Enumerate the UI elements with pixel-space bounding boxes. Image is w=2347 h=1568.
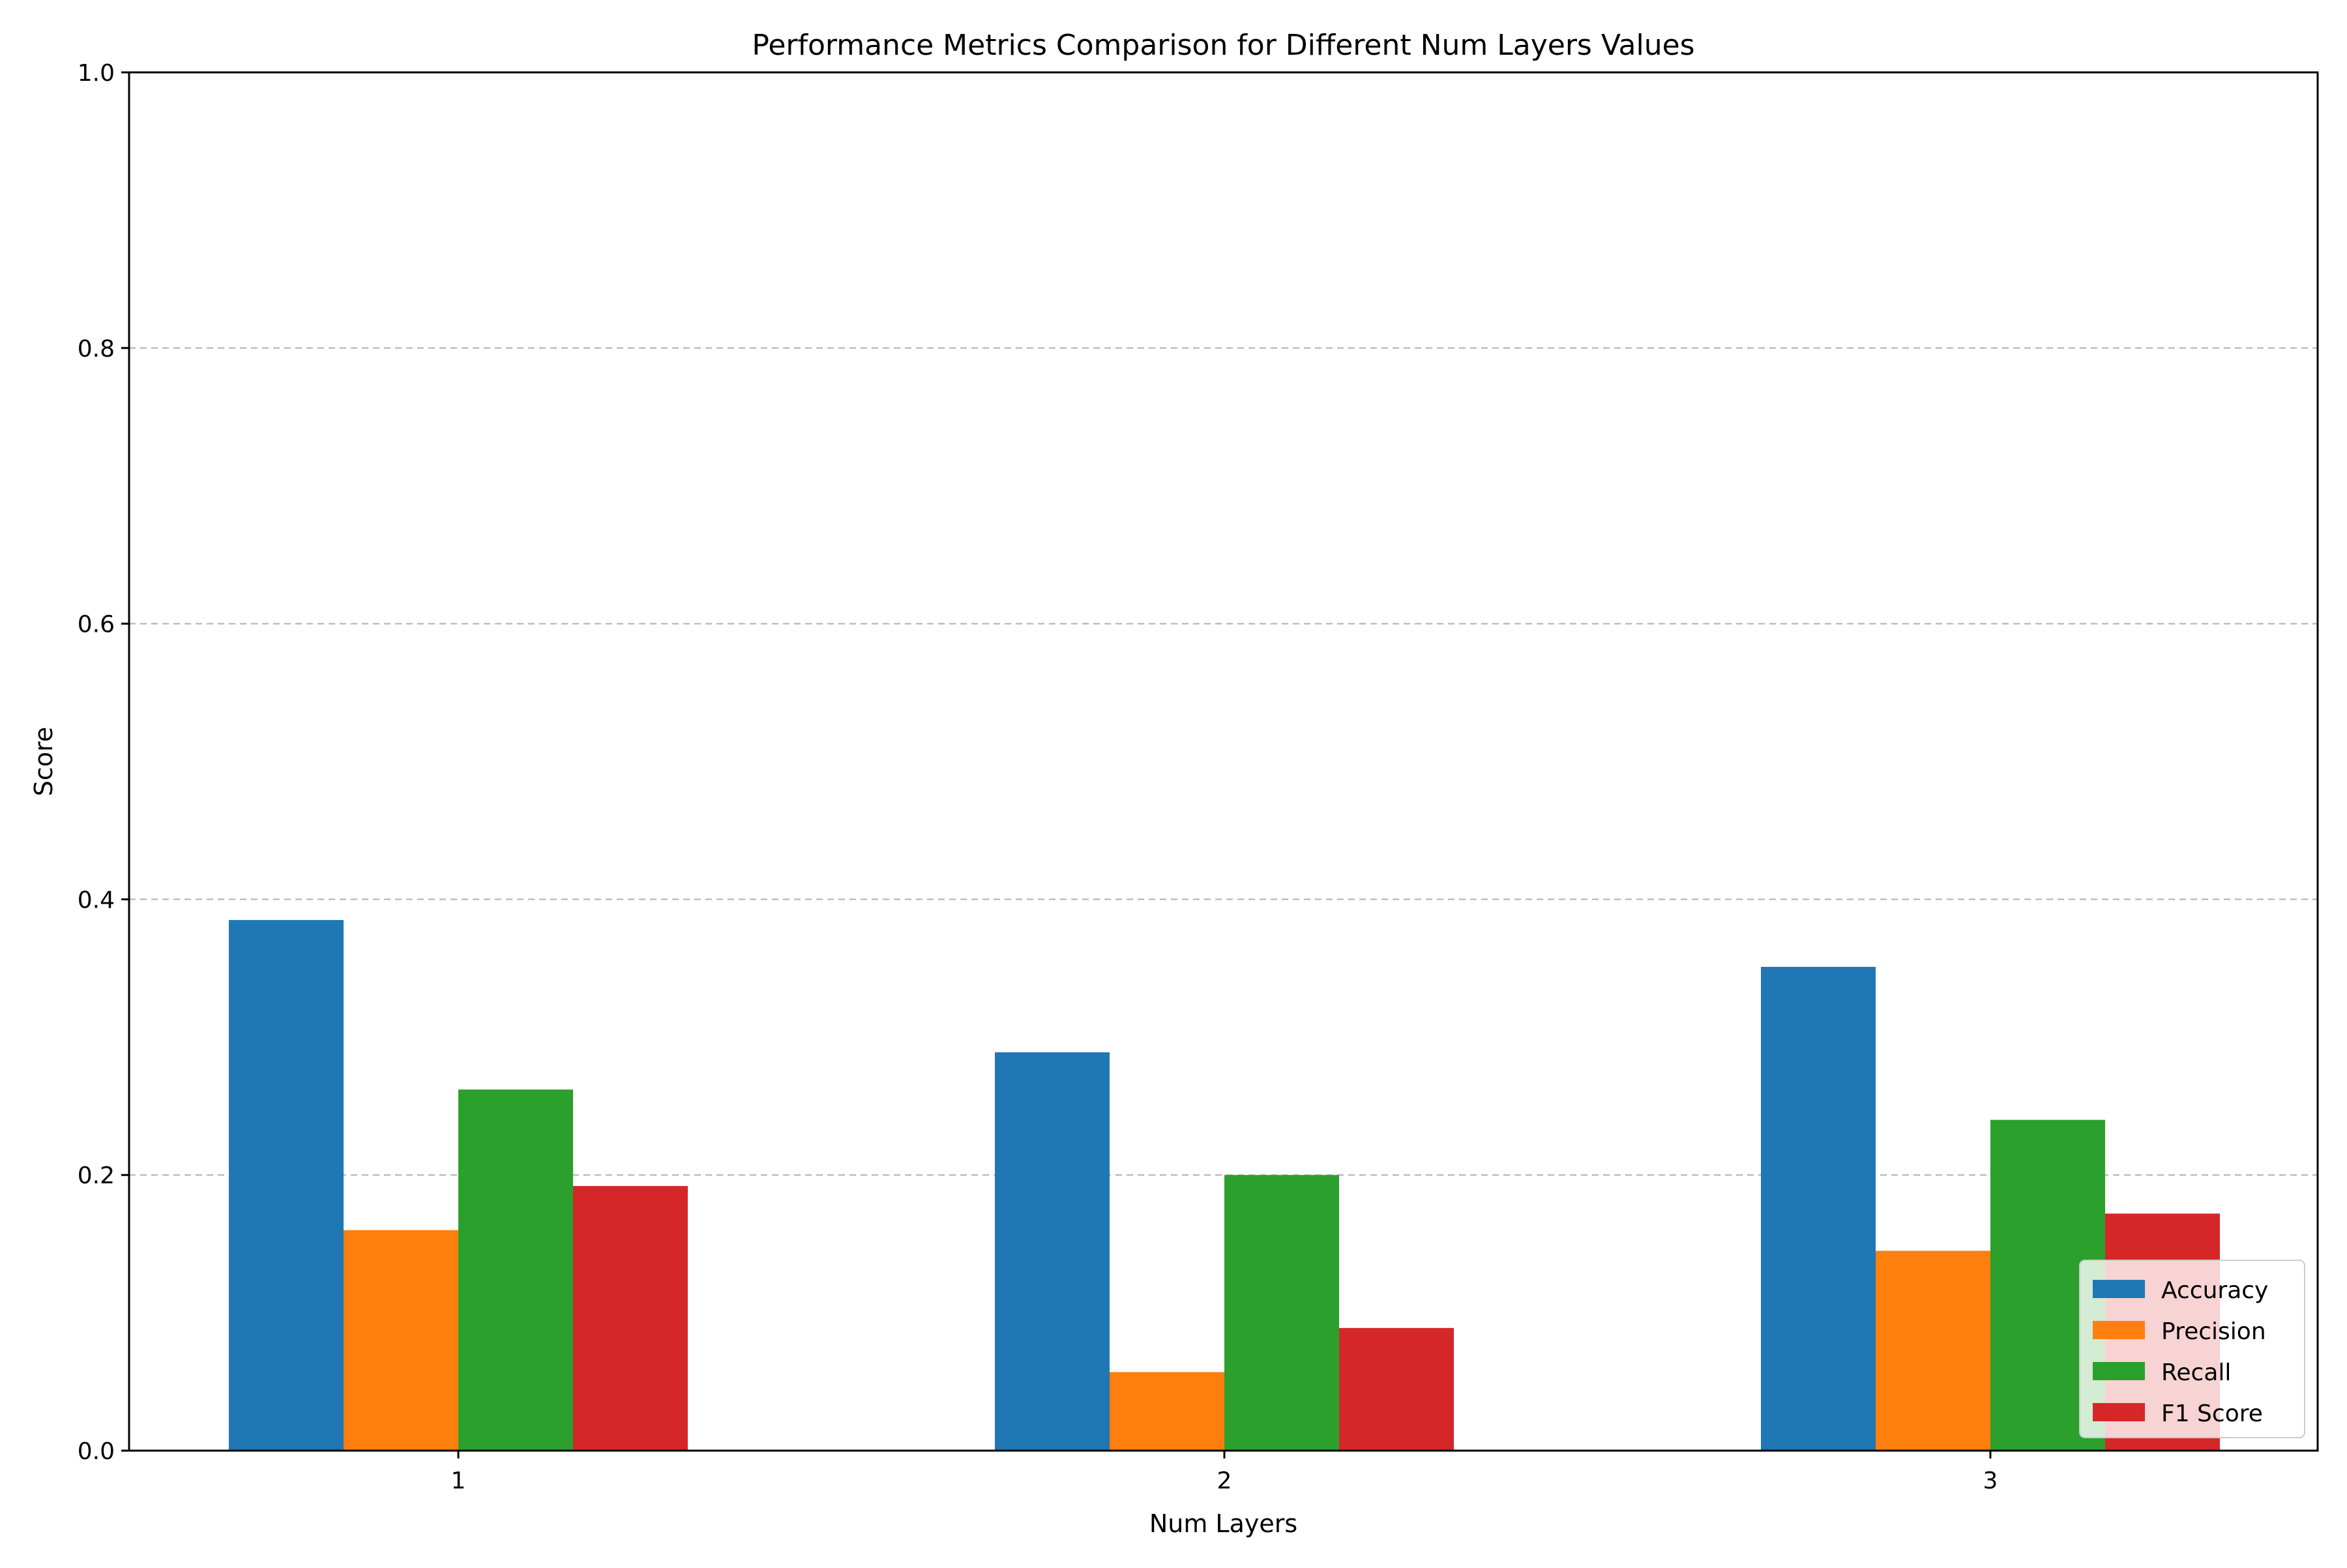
bar-accuracy-3 [1761,966,1876,1451]
x-tick-label: 3 [1983,1468,1998,1494]
gridlines [129,347,2318,1176]
y-tick-label: 0.6 [78,612,115,638]
legend-entry-label: Precision [2161,1318,2266,1345]
y-tick-label: 0.2 [78,1162,115,1189]
chart-title: Performance Metrics Comparison for Diffe… [752,29,1694,62]
x-tick-label: 2 [1217,1468,1232,1494]
legend: Accuracy Precision Recall F1 Score [2079,1260,2305,1438]
bar-f1-score-1 [573,1186,688,1451]
bar-f1-score-2 [1339,1327,1454,1451]
legend-swatch [2093,1403,2145,1421]
legend-entry-label: Accuracy [2161,1277,2268,1304]
bar-accuracy-1 [229,920,344,1451]
legend-entry-label: F1 Score [2161,1400,2263,1427]
y-tick-label: 0.0 [78,1438,115,1465]
bar-precision-1 [344,1230,458,1451]
x-axis-label: Num Layers [1149,1509,1297,1538]
legend-swatch [2093,1362,2145,1380]
bar-accuracy-2 [995,1052,1110,1451]
x-tick-label: 1 [451,1468,466,1494]
legend-swatch [2093,1321,2145,1339]
y-axis-ticks: 0.0 0.2 0.4 0.6 0.8 1.0 [78,60,129,1465]
bar-precision-3 [1876,1250,1990,1451]
bar-recall-1 [458,1089,573,1451]
y-axis-label: Score [29,727,58,796]
y-tick-label: 1.0 [78,60,115,87]
y-tick-label: 0.4 [78,887,115,913]
bar-recall-2 [1224,1175,1339,1451]
y-tick-label: 0.8 [78,336,115,362]
x-axis-ticks: 1 2 3 [451,1451,1998,1494]
bar-precision-2 [1110,1372,1224,1451]
legend-entry-label: Recall [2161,1359,2231,1386]
legend-box [2079,1260,2305,1438]
legend-swatch [2093,1280,2145,1298]
